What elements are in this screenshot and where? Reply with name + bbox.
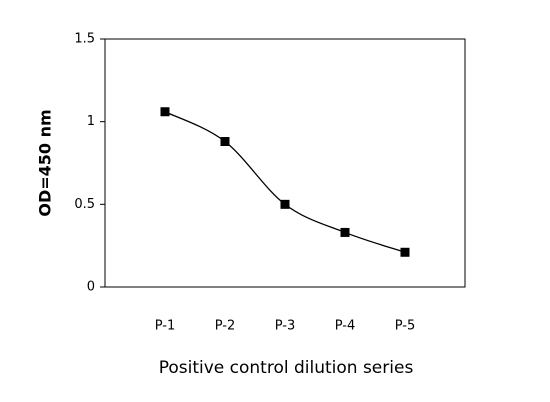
y-tick-label: 0.5 <box>74 197 95 212</box>
x-tick-label: P-4 <box>335 319 356 334</box>
marker <box>400 247 410 257</box>
x-tick-label: P-2 <box>215 319 236 334</box>
x-tick-label: P-5 <box>395 319 416 334</box>
plot-frame <box>104 38 466 288</box>
marker <box>280 199 290 209</box>
y-axis-title: OD=450 nm <box>36 109 55 216</box>
y-tick-label: 1 <box>87 114 95 129</box>
x-tick-label: P-1 <box>155 319 176 334</box>
marker <box>160 107 170 117</box>
marker <box>340 227 350 237</box>
x-tick-label: P-3 <box>275 319 296 334</box>
marker <box>220 137 230 147</box>
x-axis-title: Positive control dilution series <box>159 358 414 378</box>
y-tick-label: 0 <box>87 280 95 295</box>
y-tick-label: 1.5 <box>74 32 95 47</box>
